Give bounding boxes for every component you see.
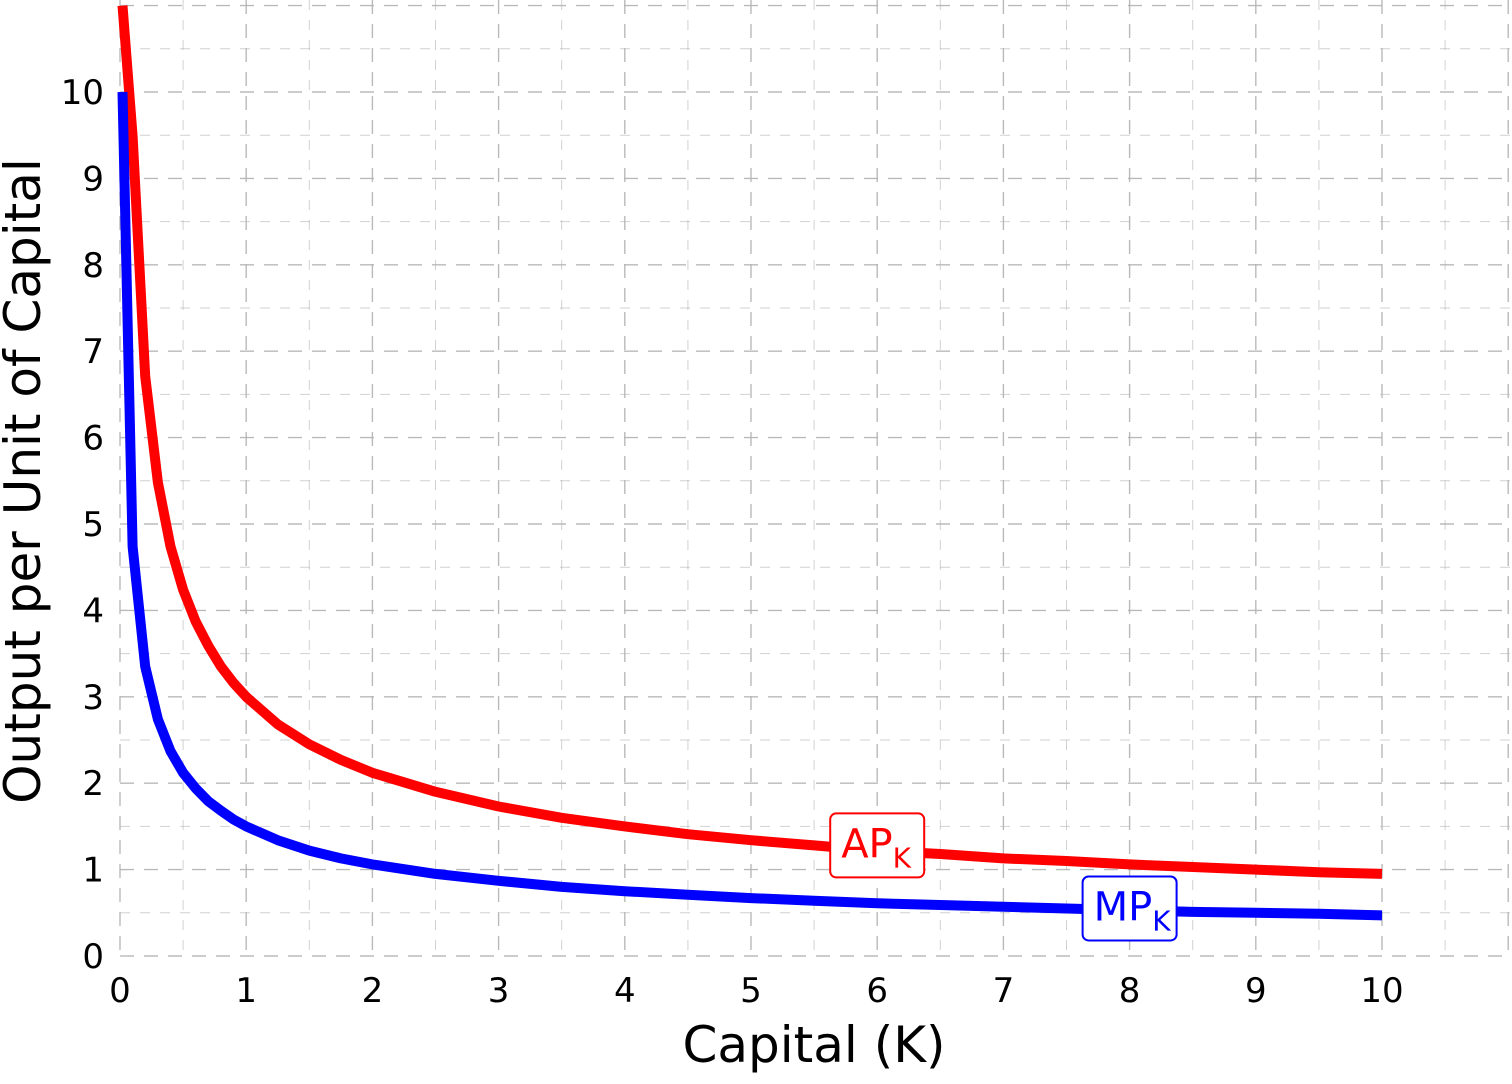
x-tick-label: 9 [1245,971,1267,1011]
x-tick-label: 10 [1360,971,1403,1011]
y-tick-label: 0 [82,937,104,977]
y-tick-label: 3 [82,678,104,718]
curve-label-box [829,812,926,879]
y-tick-label: 6 [82,419,104,459]
curve-label-text: MPK [1094,884,1172,937]
tick-labels: 0 1 2 3 4 5 6 7 8 9 10 0 1 2 3 4 5 6 7 8 9 10 [61,73,1404,1011]
y-tick-label: 10 [61,73,104,113]
x-tick-label: 5 [740,971,762,1011]
x-tick-label: 7 [993,971,1015,1011]
y-tick-label: 7 [82,332,104,372]
curve-labels: APK MPK [829,812,1178,942]
curve-label-box [1081,875,1178,942]
x-tick-label: 0 [109,971,131,1011]
x-tick-label: 3 [488,971,510,1011]
series-line-ap-k [117,5,1383,879]
curve-label-ap-k: APK [829,812,926,879]
y-tick-label: 4 [82,591,104,631]
series-line-mp-k [117,91,1383,921]
y-tick-label: 1 [82,851,104,891]
curve-label-mp-k: MPK [1081,875,1178,942]
x-tick-label: 2 [362,971,384,1011]
grid [119,0,1512,957]
x-tick-label: 4 [614,971,636,1011]
y-axis-title: Output per Unit of Capital [0,158,52,804]
x-tick-label: 6 [866,971,888,1011]
y-tick-label: 8 [82,246,104,286]
y-tick-label: 9 [82,159,104,199]
series-lines [117,5,1383,921]
curve-label-text: APK [841,821,911,874]
y-tick-label: 5 [82,505,104,545]
x-tick-label: 1 [235,971,257,1011]
y-tick-label: 2 [82,764,104,804]
x-tick-label: 8 [1119,971,1141,1011]
x-axis-title: Capital (K) [682,1016,945,1074]
